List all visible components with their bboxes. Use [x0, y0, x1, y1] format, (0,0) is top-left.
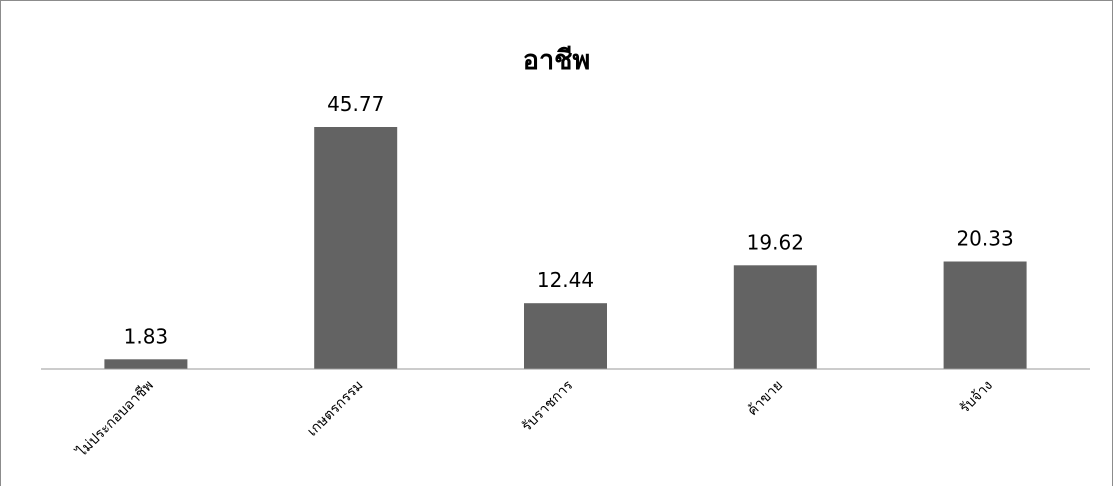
bar	[943, 261, 1027, 369]
data-label: 45.77	[327, 92, 384, 116]
x-tick-label: รับจ้าง	[957, 378, 996, 417]
x-tick-label: เกษตรกรรม	[304, 378, 366, 440]
chart-title: อาชีพ	[522, 45, 591, 76]
bar	[314, 127, 398, 369]
data-label: 20.33	[956, 227, 1013, 251]
data-label: 19.62	[747, 230, 804, 254]
data-label: 1.83	[124, 324, 169, 348]
bar	[733, 265, 817, 369]
x-tick-labels-layer: ไม่ประกอบอาชีพ เกษตรกรรม รับราชการ ค้าขาย รั…	[73, 377, 996, 461]
bar	[524, 303, 607, 369]
x-tick-label: ไม่ประกอบอาชีพ	[73, 377, 157, 461]
x-tick-label: รับราชการ	[519, 377, 577, 435]
bar	[104, 359, 188, 369]
bars-layer	[104, 127, 1027, 369]
data-label: 12.44	[537, 268, 594, 292]
x-tick-label: ค้าขาย	[744, 378, 786, 420]
data-labels-layer: 1.83 45.77 12.44 19.62 20.33	[124, 92, 1014, 348]
